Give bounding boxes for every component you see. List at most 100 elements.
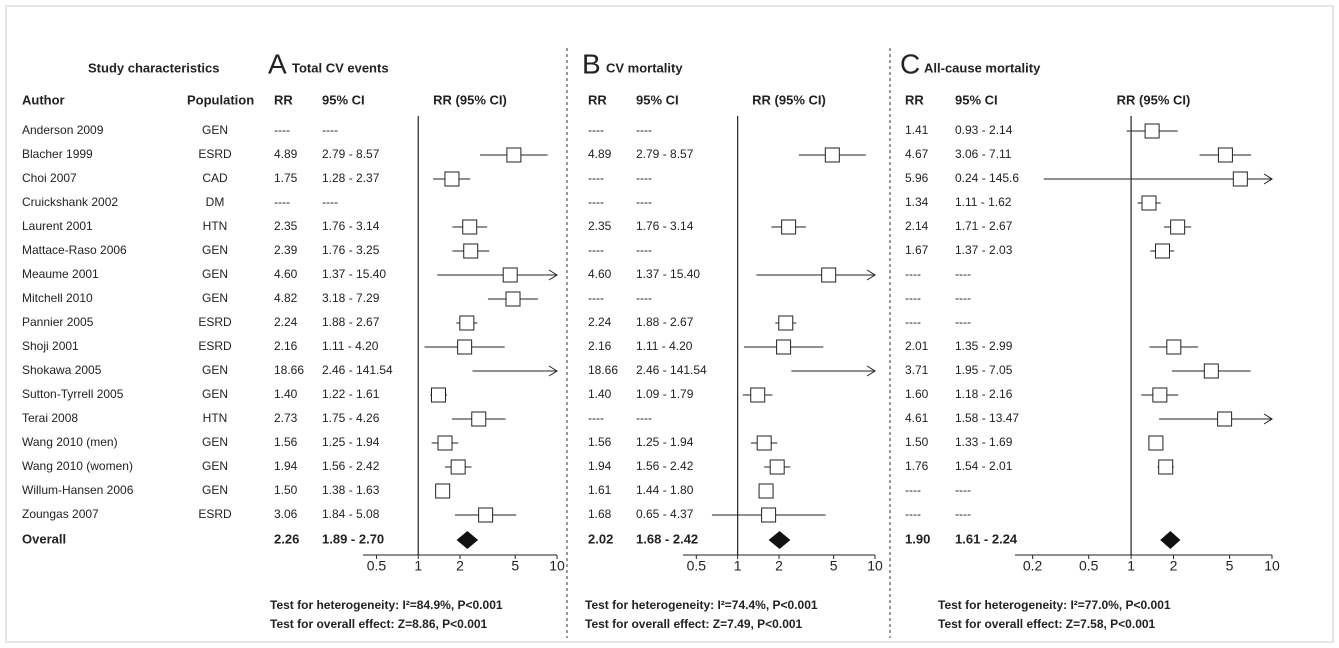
rr-value: 4.89 bbox=[588, 147, 612, 161]
rr-value: 2.16 bbox=[274, 339, 298, 353]
rr-value: 1.94 bbox=[588, 459, 612, 473]
overall-rr: 2.26 bbox=[274, 531, 299, 546]
ci-value: 1.11 - 4.20 bbox=[636, 339, 693, 353]
ci-value: ---- bbox=[636, 291, 652, 305]
rr-value: 1.60 bbox=[905, 387, 929, 401]
rr-square bbox=[1217, 147, 1233, 163]
author: Shokawa 2005 bbox=[22, 363, 102, 377]
rr-value: 1.94 bbox=[274, 459, 298, 473]
rr-value: ---- bbox=[588, 123, 604, 137]
x-tick-label: 0.2 bbox=[1023, 558, 1043, 574]
ci-value: 3.18 - 7.29 bbox=[322, 291, 380, 305]
rr-value: 2.35 bbox=[274, 219, 298, 233]
panel-title: Total CV events bbox=[292, 60, 389, 75]
rr-value: 2.73 bbox=[274, 411, 298, 425]
rr-value: ---- bbox=[588, 243, 604, 257]
ci-value: 1.25 - 1.94 bbox=[322, 435, 380, 449]
rr-value: 2.24 bbox=[588, 315, 612, 329]
ci-header: 95% CI bbox=[636, 92, 679, 107]
arrow-head bbox=[1263, 413, 1273, 425]
test-note: Test for overall effect: Z=7.58, P<0.001 bbox=[938, 617, 1156, 631]
ci-value: 1.71 - 2.67 bbox=[955, 219, 1013, 233]
panel-title: All-cause mortality bbox=[924, 60, 1041, 75]
population: ESRD bbox=[198, 315, 232, 329]
population: GEN bbox=[202, 243, 228, 257]
rr-value: 2.35 bbox=[588, 219, 612, 233]
author: Blacher 1999 bbox=[22, 147, 93, 161]
ci-value: 2.46 - 141.54 bbox=[636, 363, 707, 377]
population: GEN bbox=[202, 459, 228, 473]
ci-value: 2.79 - 8.57 bbox=[636, 147, 694, 161]
ci-value: 1.58 - 13.47 bbox=[955, 411, 1019, 425]
ci-value: ---- bbox=[322, 123, 338, 137]
rr-square bbox=[431, 387, 447, 403]
rr-square bbox=[769, 459, 785, 475]
population: DM bbox=[206, 195, 225, 209]
rr-header: RR bbox=[274, 92, 293, 107]
rr-value: 2.39 bbox=[274, 243, 298, 257]
ci-value: 0.65 - 4.37 bbox=[636, 507, 694, 521]
ci-value: 3.06 - 7.11 bbox=[955, 147, 1012, 161]
overall-ci: 1.61 - 2.24 bbox=[955, 531, 1018, 546]
arrow-head bbox=[866, 365, 876, 377]
ci-value: ---- bbox=[636, 411, 652, 425]
overall-diamond bbox=[1160, 531, 1181, 549]
x-tick-label: 10 bbox=[867, 558, 883, 574]
ci-value: 1.37 - 15.40 bbox=[322, 267, 386, 281]
rr-value: 1.75 bbox=[274, 171, 298, 185]
rr-value: 4.61 bbox=[905, 411, 929, 425]
author: Choi 2007 bbox=[22, 171, 77, 185]
ci-value: 1.56 - 2.42 bbox=[636, 459, 694, 473]
ci-value: ---- bbox=[636, 171, 652, 185]
x-tick-label: 10 bbox=[549, 558, 565, 574]
author: Mattace-Raso 2006 bbox=[22, 243, 127, 257]
rr-value: ---- bbox=[905, 483, 921, 497]
ci-value: 1.76 - 3.14 bbox=[322, 219, 380, 233]
rr-value: 2.16 bbox=[588, 339, 612, 353]
rr-value: 1.56 bbox=[588, 435, 612, 449]
rr-value: 2.14 bbox=[905, 219, 929, 233]
ci-value: 1.25 - 1.94 bbox=[636, 435, 694, 449]
rr-square bbox=[444, 171, 460, 187]
rr-value: 2.24 bbox=[274, 315, 298, 329]
population: GEN bbox=[202, 387, 228, 401]
rr-value: ---- bbox=[905, 315, 921, 329]
population: GEN bbox=[202, 483, 228, 497]
ci-value: ---- bbox=[322, 195, 338, 209]
rr-square bbox=[1154, 243, 1170, 259]
ci-value: ---- bbox=[955, 267, 971, 281]
x-tick-label: 5 bbox=[511, 558, 519, 574]
ci-value: 0.93 - 2.14 bbox=[955, 123, 1013, 137]
arrow-head bbox=[1263, 173, 1273, 185]
rr-value: 1.34 bbox=[905, 195, 929, 209]
x-tick-label: 1 bbox=[414, 558, 422, 574]
author: Anderson 2009 bbox=[22, 123, 104, 137]
rr-square bbox=[502, 267, 518, 283]
test-note: Test for heterogeneity: I²=74.4%, P<0.00… bbox=[585, 598, 818, 612]
arrow-head bbox=[548, 365, 558, 377]
rr-value: 1.67 bbox=[905, 243, 929, 257]
rr-square bbox=[781, 219, 797, 235]
author-header: Author bbox=[22, 92, 65, 107]
rr-value: 1.50 bbox=[274, 483, 298, 497]
author: Terai 2008 bbox=[22, 411, 78, 425]
rr-square bbox=[437, 435, 453, 451]
ci-header: 95% CI bbox=[322, 92, 365, 107]
x-tick-label: 10 bbox=[1264, 558, 1280, 574]
frame bbox=[5, 5, 1334, 643]
population: HTN bbox=[203, 411, 228, 425]
rr-value: 18.66 bbox=[274, 363, 304, 377]
ci-value: 2.79 - 8.57 bbox=[322, 147, 380, 161]
arrow-head bbox=[866, 269, 876, 281]
panel-letter: A bbox=[268, 48, 287, 79]
arrow-head bbox=[548, 269, 558, 281]
population: GEN bbox=[202, 267, 228, 281]
author: Pannier 2005 bbox=[22, 315, 94, 329]
test-note: Test for overall effect: Z=7.49, P<0.001 bbox=[585, 617, 803, 631]
ci-value: ---- bbox=[955, 483, 971, 497]
overall-ci: 1.68 - 2.42 bbox=[636, 531, 698, 546]
rr-value: 1.41 bbox=[905, 123, 929, 137]
rr-value: 4.89 bbox=[274, 147, 298, 161]
ci-value: 1.35 - 2.99 bbox=[955, 339, 1013, 353]
x-tick-label: 5 bbox=[1226, 558, 1234, 574]
